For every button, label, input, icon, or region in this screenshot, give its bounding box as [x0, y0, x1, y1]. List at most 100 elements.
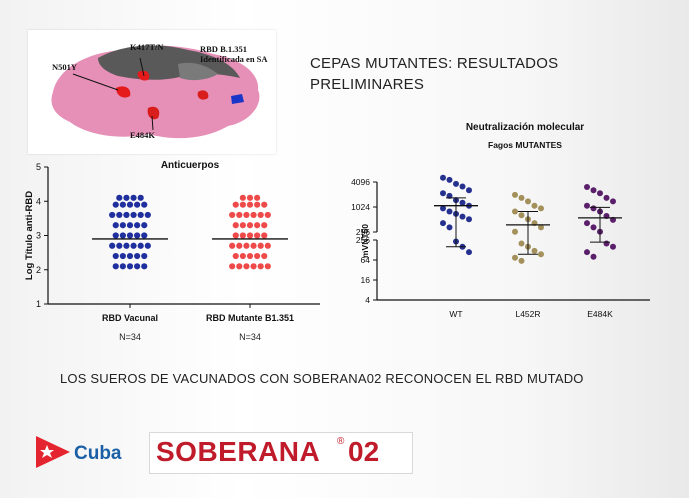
data-point — [538, 224, 544, 231]
data-point — [590, 253, 597, 260]
data-point — [126, 232, 134, 239]
data-point — [123, 211, 130, 219]
data-point — [254, 232, 261, 239]
data-point — [141, 263, 148, 270]
data-point — [109, 211, 116, 219]
cuba-logo-text: Cuba — [74, 443, 122, 464]
y-tick-label: 4 — [36, 196, 41, 206]
data-point — [144, 211, 151, 219]
data-point — [440, 205, 446, 212]
data-point — [466, 216, 472, 223]
mutation-label-n501y: N501Y — [52, 62, 78, 72]
y-tick-label: 4 — [365, 295, 370, 305]
data-point — [246, 194, 254, 201]
heading-line-1: CEPAS MUTANTES: RESULTADOS — [310, 55, 559, 72]
data-point — [137, 242, 144, 249]
data-point — [141, 232, 148, 239]
data-point — [134, 232, 141, 239]
data-point — [440, 220, 446, 227]
data-point — [112, 263, 119, 270]
data-point — [446, 176, 453, 183]
rbd-structure-image — [51, 45, 260, 139]
neutralization-chart-subtitle: Fagos MUTANTES — [488, 140, 562, 150]
data-point — [525, 198, 531, 205]
data-point — [610, 243, 616, 250]
data-point — [584, 220, 590, 227]
data-point — [518, 194, 525, 201]
data-point — [254, 252, 261, 260]
data-point — [446, 208, 453, 215]
data-point — [440, 190, 446, 197]
data-point — [584, 249, 590, 256]
data-point — [459, 213, 466, 220]
registered-mark: ® — [337, 436, 345, 447]
data-point — [459, 199, 466, 206]
data-point — [112, 232, 119, 239]
data-point — [518, 257, 525, 264]
data-point — [512, 208, 518, 215]
data-point — [239, 232, 246, 239]
data-point — [603, 194, 610, 201]
data-point — [119, 232, 126, 239]
y-axis-label: Log Título anti-RBD — [24, 191, 35, 280]
x-tick-label: RBD Vacunal — [102, 313, 158, 323]
data-point — [229, 263, 236, 270]
x-tick-label: RBD Mutante B1.351 — [206, 313, 294, 323]
data-point — [538, 251, 544, 258]
data-point — [453, 180, 459, 187]
data-point — [261, 222, 268, 229]
data-point — [243, 242, 250, 249]
data-point — [597, 190, 603, 197]
data-point — [123, 194, 130, 201]
soberana-number: 02 — [348, 436, 380, 467]
data-point — [119, 252, 126, 260]
data-point — [610, 198, 616, 205]
data-point — [254, 222, 261, 229]
data-point — [254, 201, 261, 208]
data-point — [232, 252, 239, 260]
data-point — [590, 187, 597, 194]
data-point — [137, 194, 144, 201]
data-point — [264, 211, 271, 219]
data-point — [130, 242, 137, 249]
data-point — [264, 263, 271, 270]
data-point — [119, 263, 126, 270]
data-point — [446, 224, 453, 231]
sample-size-label: N=34 — [239, 332, 261, 342]
data-point — [264, 242, 271, 249]
mutation-label-k417: K417T/N — [130, 42, 164, 52]
y-tick-label: 1 — [36, 299, 41, 309]
data-point — [590, 224, 597, 231]
data-point — [239, 201, 246, 208]
data-point — [123, 242, 130, 249]
data-point — [257, 242, 264, 249]
data-point — [116, 194, 123, 201]
x-tick-label: E484K — [587, 309, 613, 319]
data-point — [584, 202, 590, 209]
data-point — [466, 187, 472, 194]
slide-heading: CEPAS MUTANTES: RESULTADOS PRELIMINARES — [310, 53, 558, 95]
data-point — [261, 232, 268, 239]
data-point — [232, 222, 239, 229]
data-point — [126, 252, 134, 260]
data-point — [243, 263, 250, 270]
rbd-structure-panel: N501Y K417T/N E484K RBD B.1.351 Identifi… — [28, 30, 276, 154]
data-point — [246, 222, 254, 229]
data-point — [446, 192, 453, 199]
data-point — [243, 211, 250, 219]
data-point — [137, 211, 144, 219]
data-point — [229, 242, 236, 249]
data-point — [512, 254, 518, 261]
data-point — [134, 222, 141, 229]
x-tick-label: L452R — [515, 309, 540, 319]
cuba-logo: Cuba — [36, 436, 136, 468]
y-axis-label: mVNT50 — [360, 224, 370, 258]
x-tick-label: WT — [449, 309, 462, 319]
neutralization-chart-title: Neutralización molecular — [465, 122, 585, 133]
data-point — [246, 201, 254, 208]
data-point — [112, 201, 119, 208]
data-point — [250, 263, 257, 270]
y-tick-label: 256 — [356, 235, 370, 245]
sample-size-label: N=34 — [119, 332, 141, 342]
